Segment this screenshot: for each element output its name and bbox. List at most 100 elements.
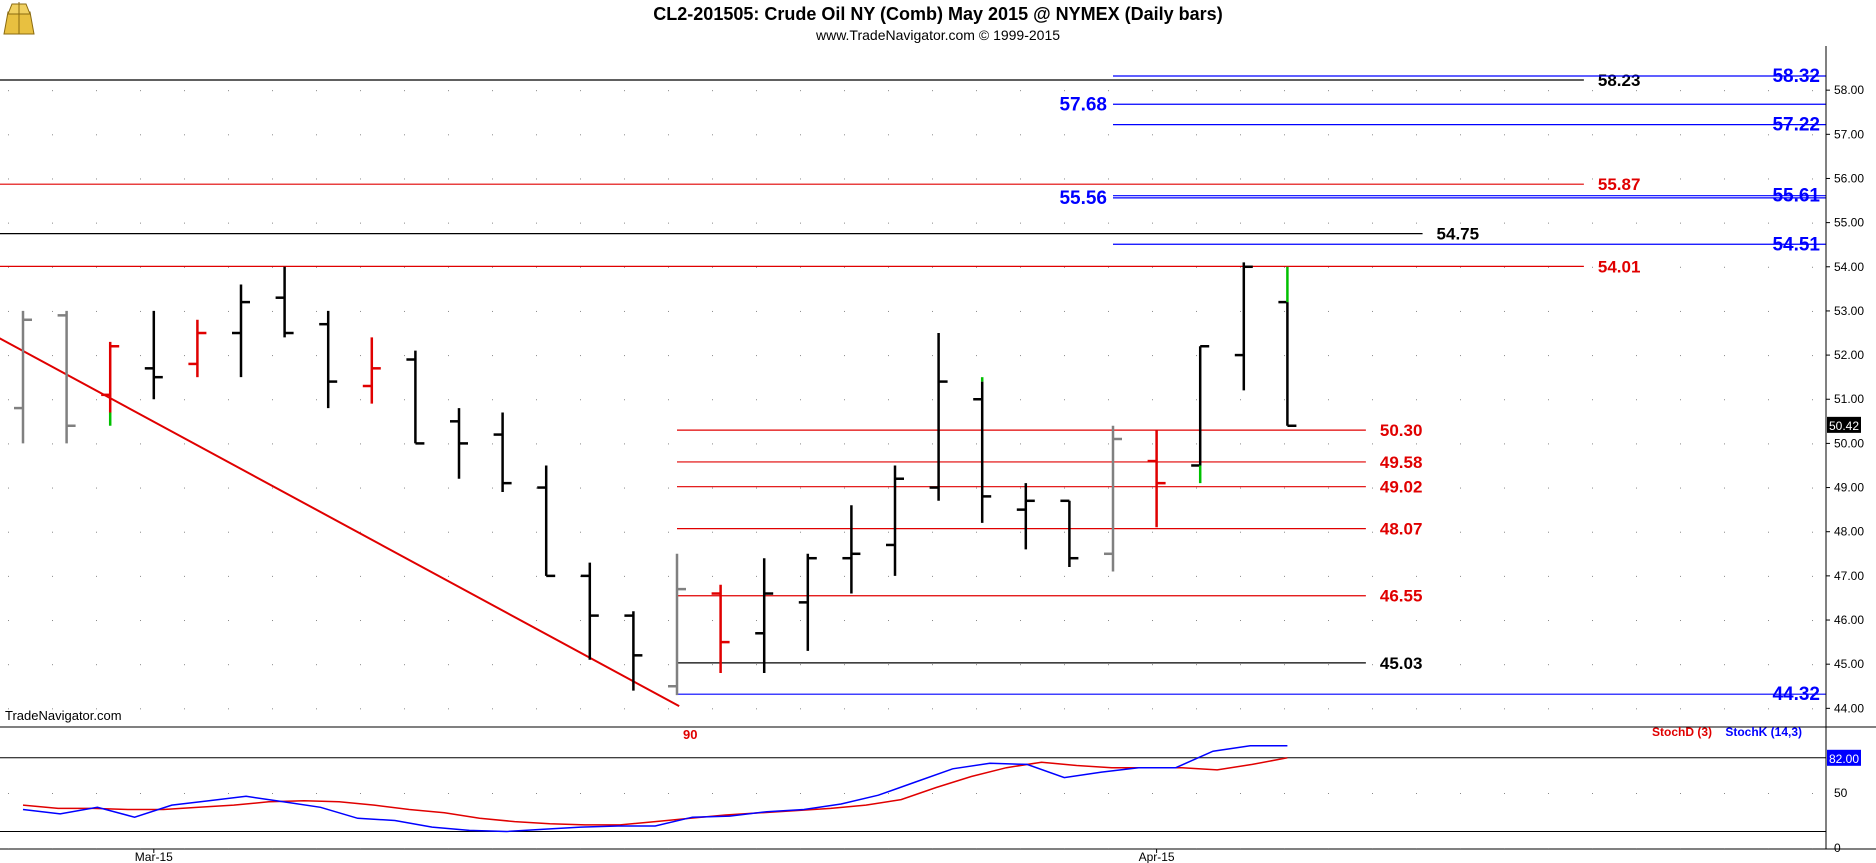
grid-dot: [1460, 178, 1461, 180]
grid-dot: [1108, 848, 1109, 849]
grid-dot: [756, 266, 757, 268]
grid-dot: [8, 399, 9, 401]
grid-dot: [1328, 793, 1329, 794]
grid-dot: [1460, 399, 1461, 401]
grid-dot: [668, 848, 669, 849]
grid-dot: [1416, 487, 1417, 489]
watermark: TradeNavigator.com: [5, 708, 122, 723]
grid-dot: [580, 222, 581, 224]
grid-dot: [1680, 222, 1681, 224]
grid-dot: [228, 487, 229, 489]
grid-dot: [800, 620, 801, 622]
grid-dot: [404, 531, 405, 533]
grid-dot: [1768, 487, 1769, 489]
grid-dot: [448, 222, 449, 224]
grid-dot: [1020, 487, 1021, 489]
grid-dot: [1548, 90, 1549, 92]
grid-dot: [976, 620, 977, 622]
grid-dot: [624, 664, 625, 666]
grid-dot: [1284, 178, 1285, 180]
grid-dot: [888, 664, 889, 666]
grid-dot: [1064, 443, 1065, 445]
grid-dot: [844, 222, 845, 224]
grid-dot: [1548, 399, 1549, 401]
grid-dot: [272, 178, 273, 180]
grid-dot: [1328, 620, 1329, 622]
trendline: [0, 337, 680, 708]
grid-dot: [1196, 310, 1197, 312]
grid-dot: [1152, 575, 1153, 577]
ohlc-bar: [188, 319, 207, 378]
grid-dot: [1064, 531, 1065, 533]
grid-dot: [404, 134, 405, 136]
grid-dot: [536, 848, 537, 849]
grid-dot: [1108, 531, 1109, 533]
grid-dot: [1064, 399, 1065, 401]
grid-dot: [1812, 443, 1813, 445]
grid-dot: [888, 575, 889, 577]
grid-dot: [800, 310, 801, 312]
y-tick-label: 50.00: [1834, 436, 1864, 450]
grid-dot: [1328, 134, 1329, 136]
grid-dot: [52, 531, 53, 533]
grid-dot: [1064, 487, 1065, 489]
grid-dot: [624, 487, 625, 489]
grid-dot: [1064, 134, 1065, 136]
grid-dot: [492, 134, 493, 136]
grid-dot: [668, 399, 669, 401]
grid-dot: [184, 310, 185, 312]
grid-dot: [888, 178, 889, 180]
grid-dot: [536, 355, 537, 357]
grid-dot: [404, 178, 405, 180]
grid-dot: [1416, 443, 1417, 445]
grid-dot: [360, 620, 361, 622]
grid-dot: [228, 355, 229, 357]
y-tick-label: 48.00: [1834, 525, 1864, 539]
grid-dot: [1680, 355, 1681, 357]
grid-dot: [712, 399, 713, 401]
grid-dot: [404, 793, 405, 794]
grid-dot: [448, 575, 449, 577]
grid-dot: [1768, 222, 1769, 224]
grid-dot: [1372, 793, 1373, 794]
grid-dot: [1636, 443, 1637, 445]
grid-dot: [316, 487, 317, 489]
grid-dot: [448, 793, 449, 794]
grid-dot: [1108, 355, 1109, 357]
grid-dot: [976, 575, 977, 577]
grid-dot: [316, 443, 317, 445]
grid-dot: [8, 708, 9, 710]
grid-dot: [1328, 848, 1329, 849]
grid-dot: [712, 708, 713, 710]
grid-dot: [536, 664, 537, 666]
ohlc-bar: [580, 562, 599, 660]
grid-dot: [1416, 620, 1417, 622]
grid-dot: [184, 443, 185, 445]
grid-dot: [272, 620, 273, 622]
grid-dot: [272, 266, 273, 268]
stoch-last-label: 82.00: [1829, 752, 1859, 766]
grid-dot: [1152, 793, 1153, 794]
grid-dot: [580, 178, 581, 180]
grid-dot: [580, 90, 581, 92]
grid-dot: [976, 708, 977, 710]
grid-dot: [1108, 222, 1109, 224]
grid-dot: [668, 266, 669, 268]
grid-dot: [756, 664, 757, 666]
grid-dot: [1196, 355, 1197, 357]
ohlc-bar: [1104, 425, 1122, 572]
grid-dot: [1724, 575, 1725, 577]
grid-dot: [844, 90, 845, 92]
y-tick-label: 56.00: [1834, 171, 1864, 185]
grid-dot: [8, 178, 9, 180]
grid-dot: [1328, 178, 1329, 180]
ohlc-bar: [668, 553, 686, 696]
ohlc-bar: [1278, 266, 1297, 427]
grid-dot: [228, 266, 229, 268]
grid-dot: [1240, 664, 1241, 666]
grid-dot: [1152, 664, 1153, 666]
grid-dot: [1504, 355, 1505, 357]
grid-dot: [668, 531, 669, 533]
grid-dot: [316, 664, 317, 666]
grid-dot: [932, 222, 933, 224]
